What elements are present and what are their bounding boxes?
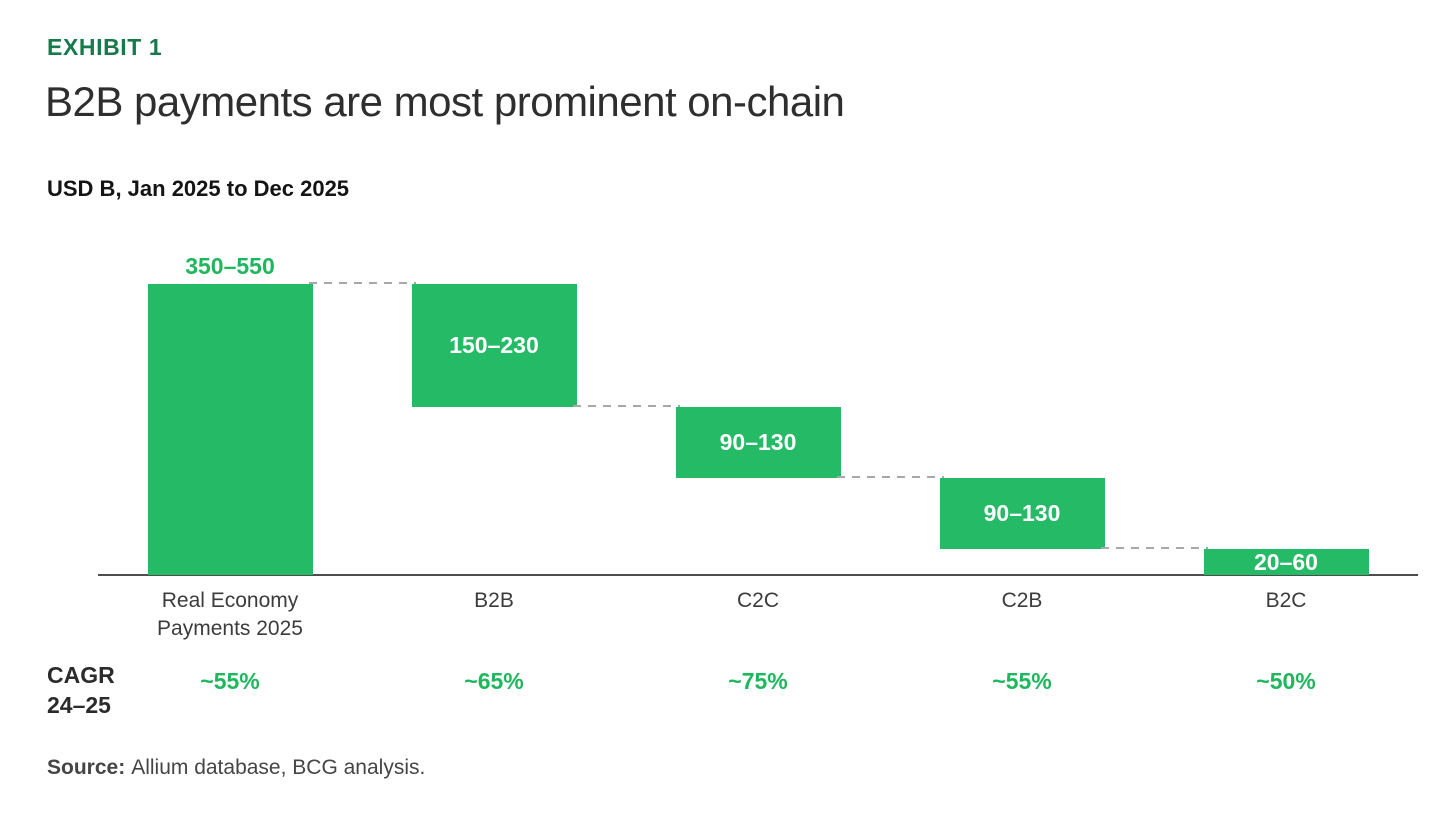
bar-value-label: 150–230 [449,331,539,358]
cagr-row-label-line2: 24–25 [47,691,111,718]
cagr-value: ~65% [464,668,524,694]
waterfall-bar-b2c: 20–60 [1203,548,1369,575]
exhibit-label: EXHIBIT 1 [47,34,163,60]
source-text: Allium database, BCG analysis. [131,756,426,779]
axis-category-label-line: C2B [1001,589,1043,612]
waterfall-bar-b2b: 150–230 [411,284,577,407]
axis-category-label: B2C [1166,587,1406,615]
axis-category-label-line: C2C [736,589,779,612]
bar-value-label: 90–130 [983,500,1061,527]
waterfall-bar-c2c: 90–130 [675,406,841,478]
connector-line [836,476,944,478]
waterfall-bar-c2b: 90–130 [939,478,1105,550]
axis-category-label: Real Economy Payments 2025 [110,587,350,642]
bar-value-label: 90–130 [719,428,797,455]
cagr-value: ~55% [200,668,260,694]
x-axis-line [98,574,1418,576]
axis-category-label: C2C [638,587,878,615]
cagr-value: ~55% [992,668,1052,694]
page-title: B2B payments are most prominent on-chain [45,78,845,125]
chart-units-subtitle: USD B, Jan 2025 to Dec 2025 [47,176,350,201]
cagr-row-label: CAGR 24–25 [47,661,115,721]
cagr-value: ~50% [1256,668,1316,694]
axis-category-label-line: Real Economy [161,589,299,612]
source-note: Source: Allium database, BCG analysis. [47,756,425,780]
cagr-value: ~75% [728,668,788,694]
cagr-row-label-line1: CAGR [47,662,115,688]
axis-category-label-line: Payments 2025 [157,616,303,640]
bar-value-label: 350–550 [185,253,275,279]
connector-line [1100,547,1208,550]
waterfall-bar-real-economy-payments-2025 [147,284,313,575]
connector-line [572,404,680,407]
bar-value-label: 20–60 [1254,548,1318,575]
axis-category-label-line: B2B [474,589,514,612]
axis-category-label: B2B [374,587,614,615]
axis-category-label: C2B [902,587,1142,615]
source-prefix: Source: [47,756,126,779]
axis-category-label-line: B2C [1265,589,1307,612]
connector-line [308,282,416,284]
